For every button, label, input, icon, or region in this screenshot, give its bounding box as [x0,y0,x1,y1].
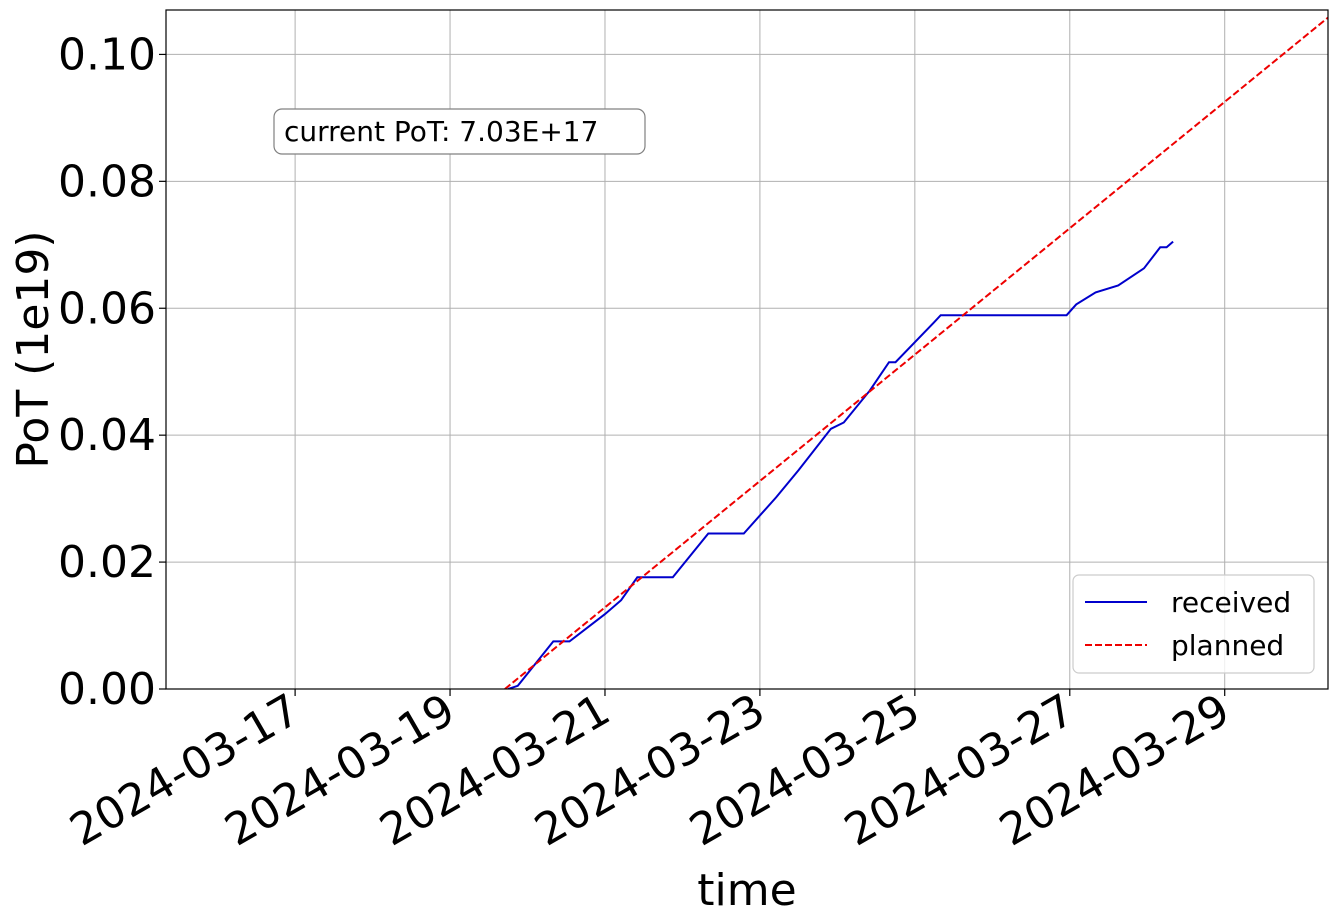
annotation-box [273,108,646,155]
series-line [504,16,1328,689]
y-tick-label: 0.04 [58,410,156,461]
y-axis-label: PoT (1e19) [8,230,59,468]
y-tick-label: 0.02 [58,537,156,588]
plot-frame [165,9,1329,690]
legend-label: received [1171,586,1291,619]
y-tick-label: 0.08 [58,156,156,207]
legend-box [1072,574,1315,674]
x-axis-label: time [697,865,796,916]
legend-label: planned [1171,629,1284,662]
annotation: current PoT: 7.03E+17 [284,115,598,148]
y-tick-label: 0.00 [58,664,156,715]
y-tick-label: 0.06 [58,283,156,334]
series-line [507,240,1174,689]
y-tick-label: 0.10 [58,29,156,80]
